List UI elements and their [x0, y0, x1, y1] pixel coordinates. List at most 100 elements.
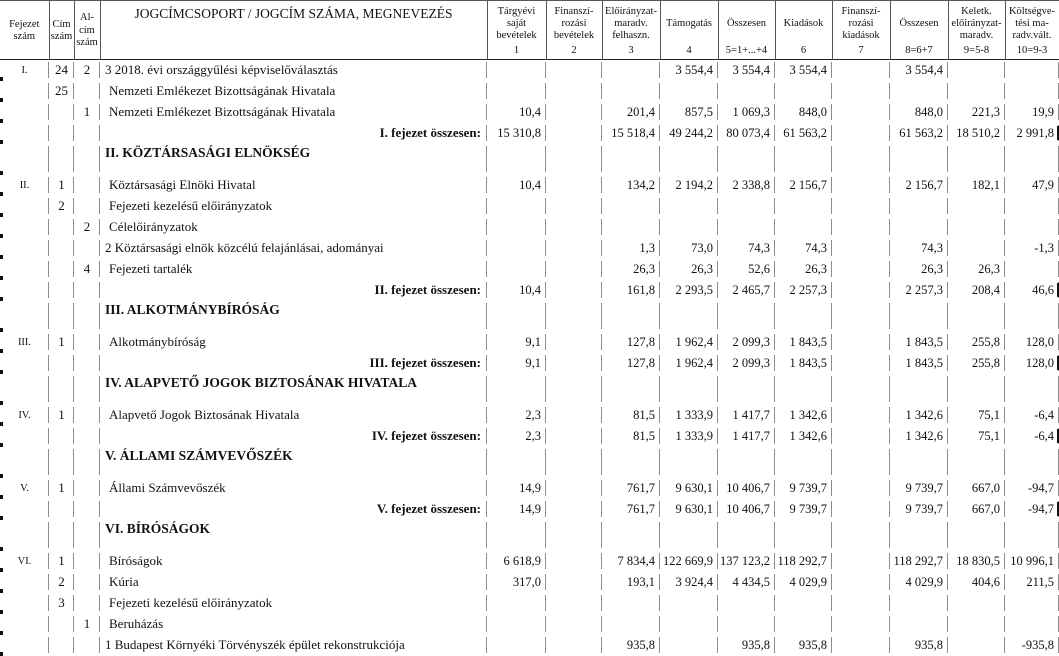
cim-szam-cell: 24: [49, 59, 74, 81]
value-cell-9: [948, 237, 1005, 259]
value-cell-3: 127,8: [602, 352, 660, 374]
value-cell-9: [948, 613, 1005, 635]
value-cell-3: 7 834,4: [602, 550, 660, 572]
fejezet-szam-cell: [0, 279, 49, 301]
cim-szam-cell: 1: [49, 550, 74, 572]
value-cell-2: [546, 519, 602, 551]
cim-szam-cell: [49, 352, 74, 374]
value-cell-4: [660, 195, 718, 217]
value-cell-5: [718, 300, 775, 332]
value-cell-9: 208,4: [948, 279, 1005, 301]
value-cell-5: 2 465,7: [718, 279, 775, 301]
value-cell-5: 4 434,5: [718, 571, 775, 593]
value-cell-4: [660, 373, 718, 405]
alcim-szam-cell: [74, 80, 100, 102]
megnevezes-cell: III. ALKOTMÁNYBÍRÓSÁG: [100, 300, 487, 332]
value-cell-4: [660, 80, 718, 102]
fejezet-szam-cell: [0, 101, 49, 123]
table-row: V. 1 Állami Számvevőszék 14,9 761,7 9 630,1 10…: [0, 477, 1059, 499]
section-header-row: V. ÁLLAMI SZÁMVEVŐSZÉK: [0, 446, 1059, 478]
value-cell-7: [832, 300, 890, 332]
value-cell-5: [718, 195, 775, 217]
section-header-row: II. KÖZTÁRSASÁGI ELNÖKSÉG: [0, 143, 1059, 175]
value-cell-2: [546, 477, 602, 499]
value-cell-5: 935,8: [718, 634, 775, 656]
value-cell-6: [775, 216, 832, 238]
megnevezes-cell: Nemzeti Emlékezet Bizottságának Hivatala: [100, 80, 487, 102]
value-cell-2: [546, 122, 602, 144]
fejezet-szam-cell: VI.: [0, 550, 49, 572]
value-cell-8: 26,3: [890, 258, 948, 280]
alcim-szam-cell: [74, 195, 100, 217]
value-cell-2: [546, 425, 602, 447]
value-cell-5: 52,6: [718, 258, 775, 280]
cim-szam-cell: [49, 634, 74, 656]
value-cell-3: [602, 80, 660, 102]
megnevezes-cell: IV. ALAPVETŐ JOGOK BIZTOSÁNAK HIVATALA: [100, 373, 487, 405]
value-cell-3: 81,5: [602, 404, 660, 426]
cim-szam-cell: 1: [49, 404, 74, 426]
value-cell-2: [546, 216, 602, 238]
megnevezes-cell: 2 Köztársasági elnök közcélú felajánlása…: [100, 237, 487, 259]
megnevezes-cell: Köztársasági Elnöki Hivatal: [100, 174, 487, 196]
cim-szam-cell: [49, 519, 74, 551]
value-cell-5: 1 069,3: [718, 101, 775, 123]
value-cell-4: [660, 300, 718, 332]
value-cell-6: [775, 300, 832, 332]
value-cell-1: [487, 143, 546, 175]
value-cell-8: [890, 613, 948, 635]
value-cell-9: 255,8: [948, 352, 1005, 374]
value-cell-7: [832, 571, 890, 593]
value-cell-5: [718, 613, 775, 635]
value-cell-4: [660, 216, 718, 238]
value-cell-5: [718, 519, 775, 551]
value-cell-8: 4 029,9: [890, 571, 948, 593]
cim-szam-cell: [49, 258, 74, 280]
value-cell-2: [546, 331, 602, 353]
table-row: 2 Célelőirányzatok: [0, 216, 1059, 238]
value-cell-4: 3 924,4: [660, 571, 718, 593]
value-cell-9: 255,8: [948, 331, 1005, 353]
value-cell-10: [1005, 519, 1059, 551]
value-cell-8: [890, 216, 948, 238]
fejezet-szam-cell: [0, 122, 49, 144]
value-cell-1: [487, 613, 546, 635]
value-cell-4: [660, 519, 718, 551]
value-cell-6: [775, 446, 832, 478]
value-cell-7: [832, 122, 890, 144]
fejezet-szam-cell: [0, 352, 49, 374]
value-cell-8: 2 156,7: [890, 174, 948, 196]
value-cell-9: 182,1: [948, 174, 1005, 196]
value-cell-4: 49 244,2: [660, 122, 718, 144]
value-cell-10: 128,0: [1005, 352, 1059, 374]
value-cell-3: [602, 592, 660, 614]
value-cell-7: [832, 425, 890, 447]
cim-szam-cell: [49, 237, 74, 259]
header-col-5: Összesen 5=1+...+4: [718, 0, 776, 60]
value-cell-9: 18 510,2: [948, 122, 1005, 144]
value-cell-8: [890, 300, 948, 332]
value-cell-10: 10 996,1: [1005, 550, 1059, 572]
header-col-9: Keletk. előirányzat- maradv. 9=5-8: [948, 0, 1006, 60]
megnevezes-cell: Bíróságok: [100, 550, 487, 572]
value-cell-3: 81,5: [602, 425, 660, 447]
cim-szam-cell: 1: [49, 174, 74, 196]
value-cell-1: 10,4: [487, 174, 546, 196]
value-cell-7: [832, 634, 890, 656]
fejezet-szam-cell: [0, 592, 49, 614]
value-cell-7: [832, 519, 890, 551]
cim-szam-cell: [49, 143, 74, 175]
value-cell-9: [948, 143, 1005, 175]
cim-szam-cell: [49, 446, 74, 478]
value-cell-8: [890, 519, 948, 551]
megnevezes-cell: Célelőirányzatok: [100, 216, 487, 238]
value-cell-6: 9 739,7: [775, 498, 832, 520]
megnevezes-cell: V. ÁLLAMI SZÁMVEVŐSZÉK: [100, 446, 487, 478]
megnevezes-cell: VI. BÍRÓSÁGOK: [100, 519, 487, 551]
alcim-szam-cell: [74, 425, 100, 447]
table-row: 2 Kúria 317,0 193,1 3 924,4 4 434,5 4 029,9 4 0…: [0, 571, 1059, 593]
value-cell-5: [718, 143, 775, 175]
table-body: I. 24 2 3 2018. évi országgyűlési képviselő…: [0, 59, 1059, 656]
value-cell-2: [546, 404, 602, 426]
value-cell-7: [832, 404, 890, 426]
